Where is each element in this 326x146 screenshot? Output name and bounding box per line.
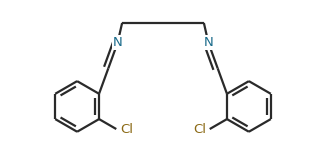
Text: N: N (113, 36, 123, 49)
Text: Cl: Cl (120, 122, 133, 135)
Text: N: N (203, 36, 213, 49)
Text: Cl: Cl (193, 122, 206, 135)
